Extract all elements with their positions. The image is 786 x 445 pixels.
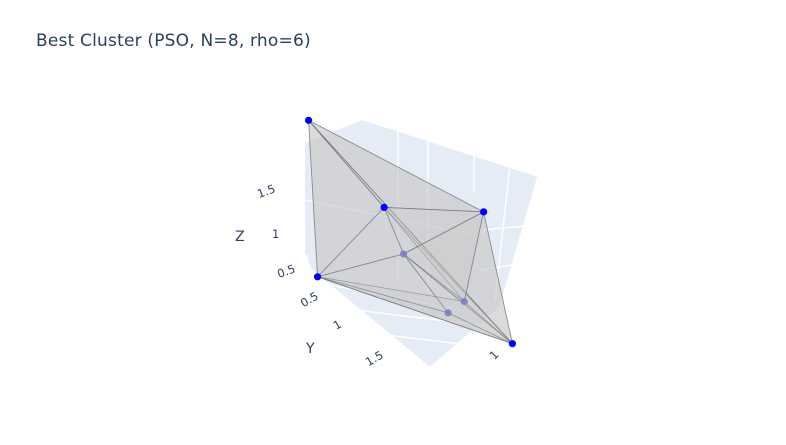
z-axis-title: Z [235, 229, 245, 245]
y-tick-label: 1.5 [363, 348, 386, 369]
z-tick-label: 1.5 [255, 182, 277, 201]
data-point[interactable] [313, 273, 322, 281]
y-tick-label: 0.5 [298, 289, 321, 310]
z-tick-label: 0.5 [275, 262, 297, 281]
hull-face [317, 276, 513, 345]
chart-title: Best Cluster (PSO, N=8, rho=6) [36, 31, 311, 51]
hull-face [402, 211, 485, 303]
data-point[interactable] [508, 340, 516, 348]
gridline [384, 334, 471, 346]
cluster-points [304, 116, 516, 348]
data-point[interactable] [304, 116, 313, 124]
axis-edge [304, 176, 539, 370]
data-point[interactable] [444, 309, 452, 317]
data-point[interactable] [480, 208, 488, 216]
data-point[interactable] [399, 250, 408, 258]
y-tick-label: 1 [331, 317, 344, 333]
data-point[interactable] [460, 297, 468, 306]
z-axis: 0.5 1 1.5 Z [235, 182, 297, 281]
convex-hull-mesh [308, 119, 514, 346]
x-axis: 1 [487, 347, 502, 362]
z-tick-label: 1 [272, 227, 279, 241]
axis-edges [304, 176, 539, 370]
hull-face [316, 206, 405, 278]
y-axis-title: Y [305, 341, 315, 357]
data-point[interactable] [380, 203, 388, 211]
x-tick-label: 1 [487, 347, 502, 362]
hull-face [308, 120, 513, 344]
